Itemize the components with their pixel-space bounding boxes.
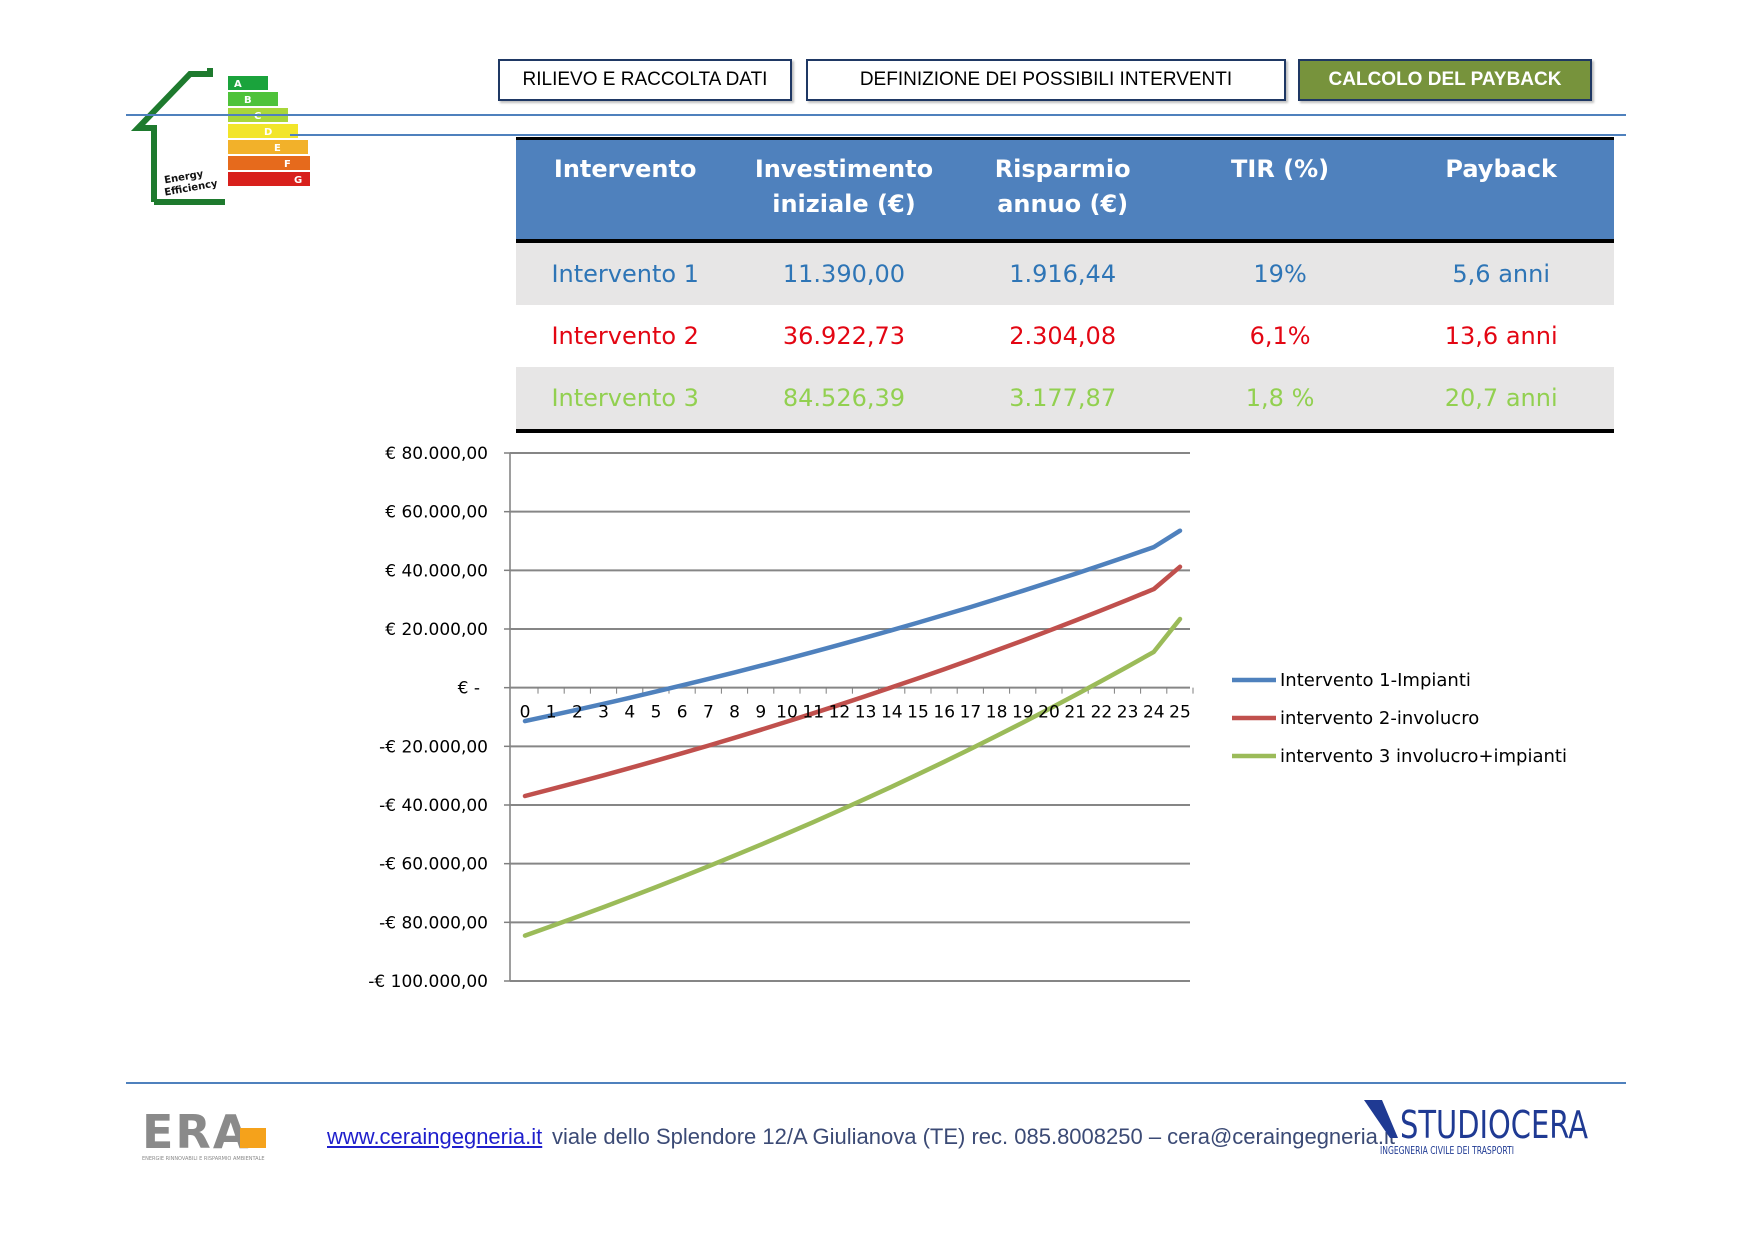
header-tir: TIR (%) (1171, 137, 1389, 243)
svg-text:G: G (294, 175, 302, 186)
svg-text:A: A (234, 79, 242, 90)
cell-intervento: Intervento 2 (551, 322, 699, 350)
svg-text:E: E (274, 143, 281, 154)
cell-investimento: 84.526,39 (734, 367, 954, 433)
y-tick-label: -€ 100.000,00 (368, 972, 488, 992)
house-outline-icon (130, 68, 213, 202)
cell-investimento: 11.390,00 (734, 241, 954, 305)
header-payback: Payback (1388, 137, 1614, 243)
header-line-top (126, 114, 1626, 116)
x-tick-label: 15 (907, 703, 929, 723)
table-row: Intervento 3 84.526,39 3.177,87 1,8 % 20… (516, 367, 1614, 433)
tab-rilievo-raccolta-dati[interactable]: RILIEVO E RACCOLTA DATI (498, 59, 792, 101)
y-tick-label: € 20.000,00 (385, 620, 488, 640)
energy-efficiency-logo: A B C D E F G Energy Efficiency (130, 68, 310, 205)
y-tick-label: € 80.000,00 (385, 444, 488, 464)
svg-text:C: C (254, 111, 261, 122)
era-logo-subtitle: ENERGIE RINNOVABILI E RISPARMIO AMBIENTA… (142, 1156, 265, 1162)
studiocera-logo-text: STUDIOCERA (1400, 1103, 1588, 1147)
payback-table: Intervento Investimento iniziale (€) Risp… (516, 137, 1614, 433)
cell-tir: 19% (1171, 241, 1389, 305)
svg-text:D: D (264, 127, 272, 138)
series-line-3 (522, 616, 1183, 938)
x-tick-label: 20 (1038, 703, 1060, 723)
legend-label: intervento 3 involucro+impianti (1280, 746, 1567, 767)
table-row: Intervento 2 36.922,73 2.304,08 6,1% 13,… (516, 305, 1614, 367)
x-tick-label: 17 (960, 703, 982, 723)
studiocera-logo-subtitle: INGEGNERIA CIVILE DEI TRASPORTI (1380, 1144, 1514, 1157)
era-logo-text: ERA (142, 1110, 250, 1159)
x-tick-label: 5 (651, 703, 662, 723)
y-tick-label: -€ 60.000,00 (379, 855, 488, 875)
svg-text:B: B (244, 95, 252, 106)
x-tick-label: 8 (729, 703, 740, 723)
payback-chart: € 80.000,00 € 60.000,00 € 40.000,00 € 20.00… (368, 444, 1567, 992)
x-tick-label: 9 (755, 703, 766, 723)
series-line-2 (522, 564, 1183, 799)
x-tick-label: 2 (572, 703, 583, 723)
legend-label: Intervento 1-Impianti (1280, 670, 1471, 691)
cell-payback: 5,6 anni (1388, 241, 1614, 305)
x-tick-label: 22 (1091, 703, 1113, 723)
y-tick-label: € 60.000,00 (385, 503, 488, 523)
cell-payback: 20,7 anni (1388, 367, 1614, 433)
header-investimento: Investimento iniziale (€) (734, 137, 954, 243)
y-tick-label: -€ 80.000,00 (379, 913, 488, 933)
era-logo: ERA ENERGIE RINNOVABILI E RISPARMIO AMBI… (142, 1110, 266, 1162)
header-intervento: Intervento (516, 137, 735, 243)
cell-risparmio: 1.916,44 (953, 241, 1172, 305)
x-tick-label: 13 (855, 703, 877, 723)
table-row: Intervento 1 11.390,00 1.916,44 19% 5,6 … (516, 241, 1614, 305)
x-tick-label: 14 (881, 703, 903, 723)
header-risparmio: Risparmio annuo (€) (953, 137, 1172, 243)
cell-tir: 6,1% (1249, 322, 1311, 350)
x-tick-label: 19 (1012, 703, 1034, 723)
x-tick-label: 12 (829, 703, 851, 723)
tab-calcolo-payback[interactable]: CALCOLO DEL PAYBACK (1298, 59, 1592, 101)
x-tick-label: 25 (1169, 703, 1191, 723)
table-header-row: Intervento Investimento iniziale (€) Risp… (516, 137, 1614, 243)
y-tick-label: € - (458, 679, 480, 699)
legend-label: intervento 2-involucro (1280, 708, 1479, 729)
cell-intervento: Intervento 3 (516, 367, 735, 433)
tab-definizione-interventi[interactable]: DEFINIZIONE DEI POSSIBILI INTERVENTI (806, 59, 1286, 101)
cell-tir: 1,8 % (1171, 367, 1389, 433)
x-tick-label: 24 (1143, 703, 1165, 723)
x-tick-label: 6 (677, 703, 688, 723)
cell-investimento: 36.922,73 (782, 322, 906, 350)
x-tick-label: 23 (1117, 703, 1139, 723)
footer-line (126, 1082, 1626, 1084)
x-tick-label: 0 (520, 703, 531, 723)
y-tick-label: -€ 40.000,00 (379, 796, 488, 816)
x-tick-label: 18 (986, 703, 1008, 723)
x-tick-label: 4 (624, 703, 635, 723)
x-tick-label: 10 (776, 703, 798, 723)
x-tick-label: 7 (703, 703, 714, 723)
x-tick-label: 11 (802, 703, 824, 723)
footer-address: viale dello Splendore 12/A Giulianova (T… (552, 1124, 1395, 1149)
rating-letters: A B C D E F G (234, 79, 302, 186)
x-tick-label: 21 (1064, 703, 1086, 723)
x-tick-label: 3 (598, 703, 609, 723)
y-tick-label: € 40.000,00 (385, 561, 488, 581)
cell-payback: 13,6 anni (1444, 322, 1558, 350)
svg-text:F: F (284, 159, 291, 170)
website-link[interactable]: www.ceraingegneria.it (327, 1124, 543, 1149)
cell-intervento: Intervento 1 (516, 241, 735, 305)
x-tick-label: 1 (546, 703, 557, 723)
x-tick-label: 16 (933, 703, 955, 723)
header-line-bottom (290, 134, 1626, 136)
cell-risparmio: 2.304,08 (1009, 322, 1117, 350)
series-line-1 (522, 528, 1183, 724)
studiocera-logo: STUDIOCERA INGEGNERIA CIVILE DEI TRASPOR… (1364, 1100, 1588, 1157)
y-tick-label: -€ 20.000,00 (379, 737, 488, 757)
cell-risparmio: 3.177,87 (953, 367, 1172, 433)
